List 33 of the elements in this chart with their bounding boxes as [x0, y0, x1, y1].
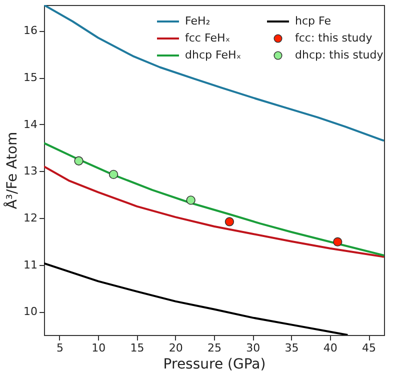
point [108, 170, 118, 180]
legend-label: hcp Fe [295, 14, 332, 28]
y-tick-label: 16 [24, 24, 38, 38]
x-tick-label: 15 [130, 342, 144, 354]
y-tick-label: 10 [24, 305, 38, 318]
y-axis-title: Å³/Fe Atom [4, 132, 21, 210]
point [224, 217, 234, 226]
x-tick-label: 20 [168, 342, 183, 354]
line-series [44, 5, 384, 142]
y-tick-label: 13 [24, 164, 38, 178]
y-tick-label: 14 [24, 118, 38, 131]
legend-label: fcc: this study [295, 32, 373, 44]
y-tick-label: 11 [24, 258, 38, 272]
line-series [44, 142, 384, 256]
x-tick-label: 5 [56, 342, 64, 354]
legend-label: FeH₂ [185, 14, 210, 28]
y-tick-label: 12 [24, 211, 38, 224]
legend-label: dhcp: this study [295, 48, 384, 62]
x-tick-label: 30 [246, 342, 260, 354]
line-series [44, 262, 349, 335]
x-tick-label: 35 [284, 342, 299, 354]
x-tick-label: 10 [92, 342, 106, 354]
point [333, 237, 342, 246]
x-tick-label: 45 [362, 342, 376, 354]
x-axis-title: Pressure (GPa) [163, 356, 266, 372]
legend-label: dhcp FeHₓ [185, 48, 242, 62]
x-tick-label: 40 [323, 342, 338, 354]
legend-label: fcc FeHₓ [185, 32, 230, 44]
line-series [44, 165, 384, 258]
point [186, 196, 196, 205]
x-tick-label: 25 [208, 342, 222, 354]
y-tick-label: 15 [24, 71, 38, 84]
point [74, 156, 84, 166]
